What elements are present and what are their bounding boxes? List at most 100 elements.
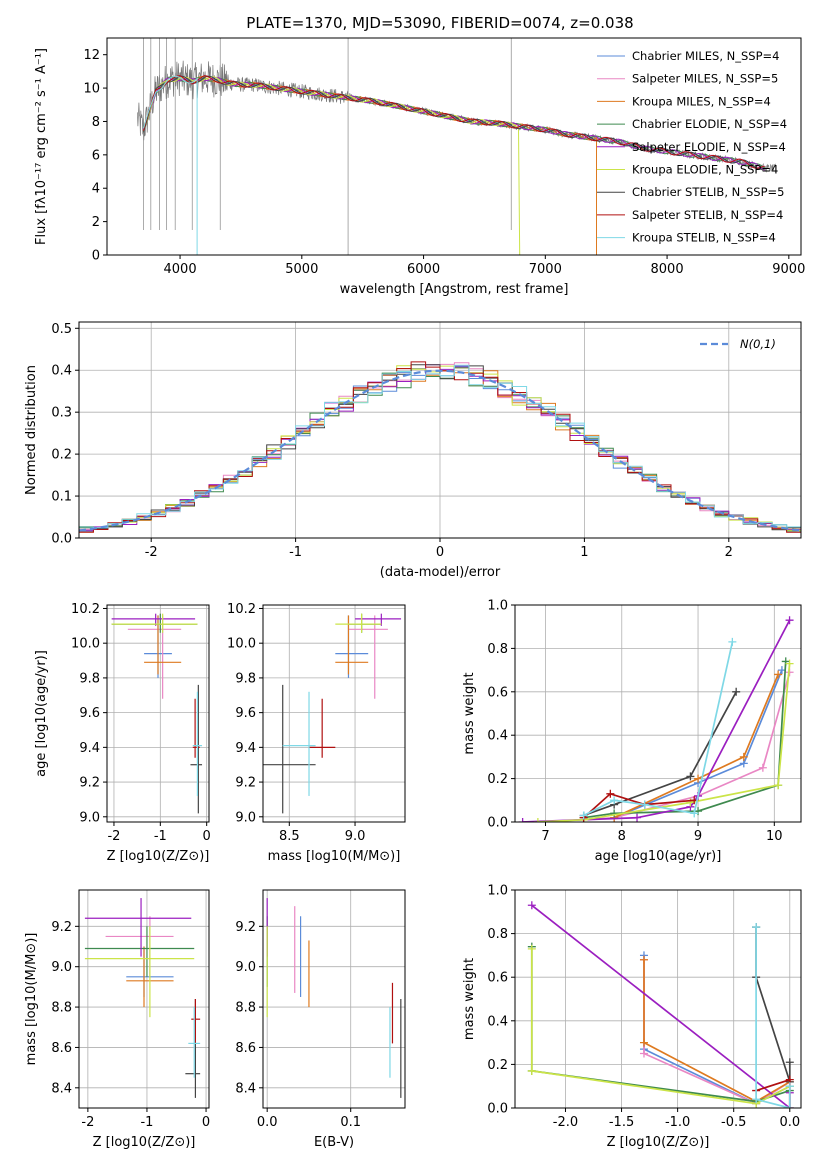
y-tick-label: 0.0 [487,816,508,831]
x-axis-label: Z [log10(Z/Z⊙)] [107,849,210,864]
x-tick-label: -1 [289,545,302,560]
legend-label: Chabrier STELIB, N_SSP=5 [632,185,784,199]
x-tick-label: 4000 [164,262,197,277]
y-tick-label: 9.8 [79,671,100,686]
x-tick-label: 0.0 [779,1115,800,1130]
x-tick-label: 7 [541,829,549,844]
x-tick-label: 10 [766,829,783,844]
x-axis-label: age [log10(age/yr)] [595,849,722,864]
figure-title: PLATE=1370, MJD=53090, FIBERID=0074, z=0… [246,14,633,32]
weight-line [613,669,783,819]
weight-line [531,904,791,1108]
y-tick-label: 0.5 [51,322,72,337]
x-tick-label: 8.5 [279,829,300,844]
y-tick-label: 0.4 [487,1014,508,1029]
legend-label: Kroupa ELODIE, N_SSP=4 [632,163,778,177]
x-tick-label: -2 [81,1115,94,1130]
y-tick-label: 8.4 [51,1081,72,1096]
x-tick-label: -1 [154,829,167,844]
y-tick-label: 9.0 [79,810,100,825]
y-tick-label: 9.2 [235,776,256,791]
weight-marker [785,1082,794,1091]
legend-label: Kroupa STELIB, N_SSP=4 [632,231,776,245]
x-tick-label: -2.0 [553,1115,578,1130]
y-axis-label: mass weight [462,958,477,1040]
weight-marker [579,811,588,820]
y-tick-label: 0 [92,249,100,264]
x-tick-label: 0 [203,829,211,844]
y-tick-label: 6 [92,148,100,163]
weight-line [530,948,791,1105]
weight-marker [527,944,536,953]
y-tick-label: 9.2 [235,920,256,935]
weight-line [755,927,791,1108]
x-tick-label: 1 [580,545,588,560]
weight-marker [639,1049,648,1058]
x-tick-label: 0.0 [257,1115,278,1130]
weight-marker [606,789,615,798]
legend-label: Kroupa MILES, N_SSP=4 [632,94,771,108]
legend-label: Salpeter STELIB, N_SSP=4 [632,208,783,222]
weight-marker [533,818,542,822]
legend-label: N(0,1) [740,337,776,351]
y-tick-label: 0.8 [487,927,508,942]
weight-marker [610,809,619,818]
y-tick-label: 0.4 [487,729,508,744]
weight-line [583,792,695,819]
panel-mass-weight-vs-metallicity: -2.0 -1.5 -1.0 -0.5 0.0 0.0 0.2 0.4 0.6 0.8 1.0 Z [… [462,884,802,1150]
model-fit-line [143,76,765,171]
y-tick-label: 1.0 [487,884,508,899]
y-tick-label: 0.0 [487,1102,508,1117]
weight-marker [774,781,783,790]
model-fit-line [143,76,521,255]
weight-marker [639,1038,648,1047]
y-tick-label: 9.8 [235,671,256,686]
weight-marker [774,670,783,679]
x-axis-label: E(B-V) [314,1135,354,1150]
x-axis-label: mass [log10(M/M⊙)] [268,849,401,864]
weight-marker [728,637,737,646]
axes-frame [78,321,802,539]
x-tick-label: 8 [618,829,626,844]
y-tick-label: 0.2 [487,1058,508,1073]
weight-line [583,691,737,817]
y-tick-label: 0.2 [51,448,72,463]
y-tick-label: 9.0 [235,810,256,825]
plot-area [84,898,201,1098]
legend-label: Chabrier ELODIE, N_SSP=4 [632,117,787,131]
x-axis-label: (data-model)/error [380,565,501,580]
y-tick-label: 8.8 [235,1001,256,1016]
y-tick-label: 8 [92,115,100,130]
y-tick-label: 0.6 [487,971,508,986]
x-tick-label: 7000 [529,262,562,277]
x-tick-label: -1.5 [609,1115,634,1130]
x-tick-label: 9.0 [345,829,366,844]
plot-area [266,898,402,1098]
weight-marker [732,687,741,696]
x-tick-label: 2 [725,545,733,560]
y-tick-label: 10.0 [71,637,100,652]
weight-marker [694,774,703,783]
panel-mass-weight-vs-age: 7 8 9 10 0.0 0.2 0.4 0.6 0.8 1.0 age [log10(age/yr… [462,599,802,864]
normal-curve [79,369,801,532]
plot-area [111,613,203,814]
y-tick-label: 0.8 [487,642,508,657]
y-tick-label: 0.3 [51,406,72,421]
y-tick-label: 2 [92,215,100,230]
weight-marker [785,659,794,668]
y-tick-label: 0.1 [51,490,72,505]
x-tick-label: -1.0 [665,1115,690,1130]
model-fit-line [143,75,198,255]
weight-marker [527,901,536,910]
y-axis-label: Normed distribution [24,365,39,495]
x-tick-label: -2 [145,545,158,560]
weight-line [755,927,791,1083]
y-tick-label: 10.2 [227,602,256,617]
legend: Chabrier MILES, N_SSP=4 Salpeter MILES, N… [597,49,787,245]
axes-frame [514,604,802,823]
plot-area [263,613,402,814]
panel-mass-vs-metallicity: -2 -1 0 8.4 8.6 8.8 9.0 9.2 Z [log10(Z/Z⊙)] mass … [24,889,210,1150]
weight-line [643,959,791,1103]
weight-line [643,959,791,1105]
